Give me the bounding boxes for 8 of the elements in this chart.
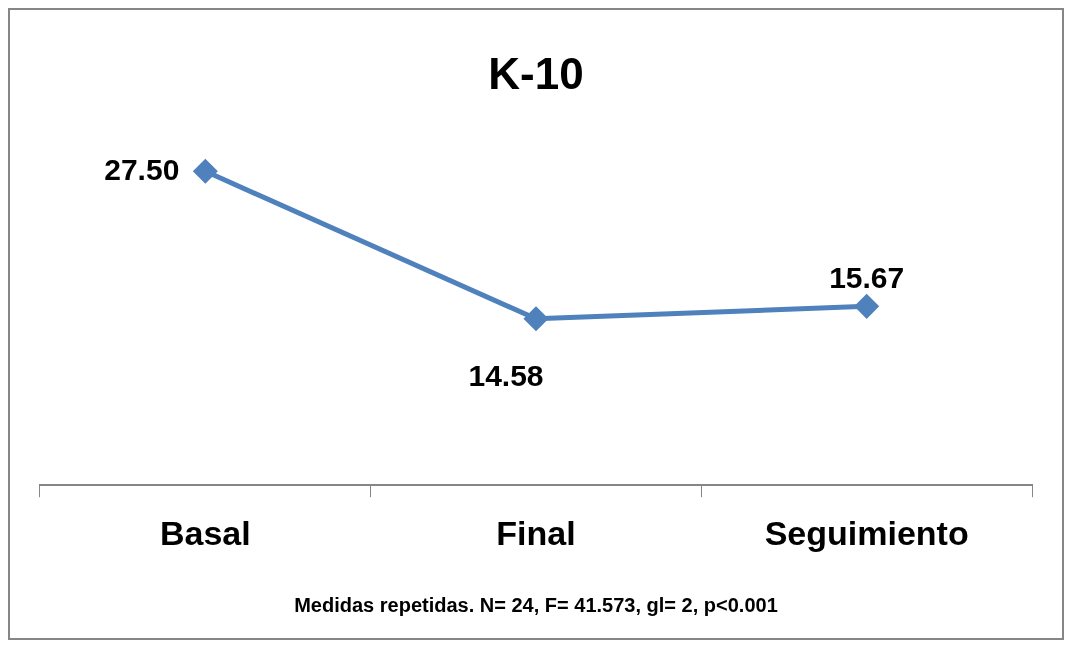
x-tick-label: Seguimiento	[764, 513, 969, 552]
x-tick-label: Basal	[159, 513, 251, 552]
data-label: 15.67	[829, 260, 905, 294]
chart-title: K-10	[488, 48, 584, 98]
data-label: 27.50	[104, 152, 180, 186]
x-tick-label: Final	[496, 513, 576, 552]
text: Medidas repetidas. N= 24, F= 41.573, gl= 2, p<0.001	[294, 593, 778, 616]
data-label: 14.58	[468, 359, 544, 393]
